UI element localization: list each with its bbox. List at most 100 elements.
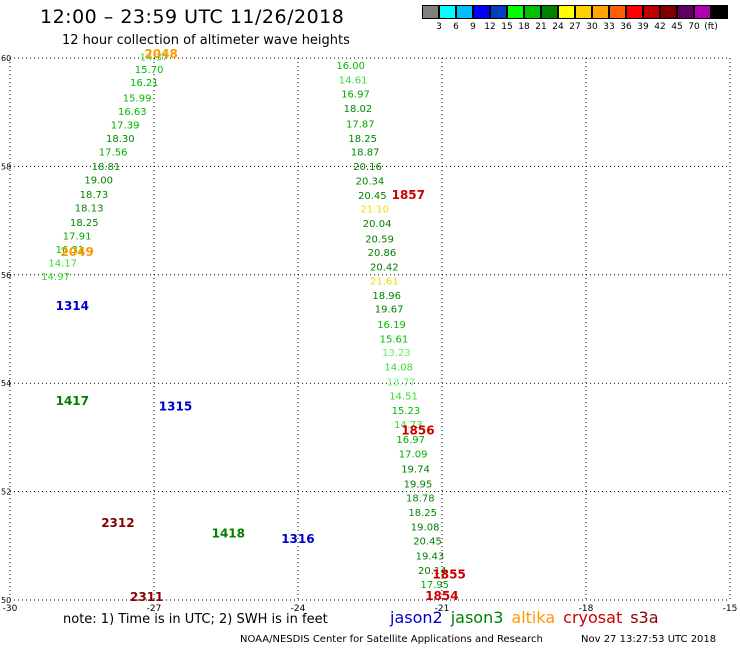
legend-entry: cryosat [563, 608, 623, 627]
wave-height-value: 16.31 [56, 245, 85, 256]
color-swatch [694, 5, 711, 19]
y-tick-label: 60 [1, 54, 11, 63]
wave-height-value: 19.95 [404, 479, 433, 490]
color-scale-label: (ft) [704, 22, 718, 32]
wave-height-value: 18.30 [106, 134, 135, 145]
color-scale-label: 15 [501, 22, 513, 32]
wave-height-value: 14.97 [41, 272, 70, 283]
wave-height-value: 16.00 [336, 61, 365, 72]
wave-height-value: 18.78 [406, 493, 435, 504]
wave-height-value: 19.08 [411, 523, 440, 534]
x-tick-label: -18 [579, 604, 594, 614]
wave-height-value: 18.96 [372, 291, 401, 302]
wave-height-value: 15.99 [123, 93, 152, 104]
y-tick-label: 54 [1, 379, 11, 388]
color-swatch [558, 5, 575, 19]
wave-height-value: 18.25 [408, 508, 437, 519]
credit-line: NOAA/NESDIS Center for Satellite Applica… [240, 634, 543, 645]
wave-height-value: 21.10 [360, 204, 389, 215]
wave-height-value: 17.87 [346, 119, 375, 130]
wave-height-value: 15.23 [392, 406, 421, 417]
track-pass-label: 1417 [56, 394, 89, 408]
wave-height-value: 17.95 [420, 580, 449, 591]
track-pass-label: 1315 [159, 399, 192, 413]
map-title: 12:00 – 23:59 UTC 11/26/2018 [40, 6, 345, 28]
wave-height-value: 20.59 [365, 234, 394, 245]
color-scale-label: 33 [603, 22, 615, 32]
wave-height-value: 19.67 [375, 305, 404, 316]
footer-note: note: 1) Time is in UTC; 2) SWH is in fe… [63, 612, 328, 627]
track-pass-label: 1316 [281, 532, 314, 546]
wave-height-value: 15.61 [380, 335, 409, 346]
wave-height-value: 20.14 [418, 566, 447, 577]
wave-height-value: 16.97 [341, 90, 370, 101]
wave-height-value: 16.97 [396, 435, 425, 446]
color-swatch [660, 5, 677, 19]
x-tick-label: -24 [291, 604, 306, 614]
wave-height-value: 18.73 [80, 190, 109, 201]
track-pass-label: 1314 [56, 299, 89, 313]
track-pass-label: 2049 [60, 245, 93, 259]
color-scale-label: 45 [671, 22, 683, 32]
color-scale-label: 3 [436, 22, 442, 32]
y-tick-label: 52 [1, 488, 11, 497]
wave-height-value: 13.23 [382, 348, 411, 359]
wave-height-value: 20.86 [368, 248, 397, 259]
track-pass-label: 1855 [432, 567, 465, 581]
track-pass-label: 1418 [212, 527, 245, 541]
satellite-legend: jason2 jason3 altika cryosat s3a [390, 608, 667, 627]
color-swatch [626, 5, 643, 19]
color-swatch [541, 5, 558, 19]
color-swatch [592, 5, 609, 19]
wave-height-value: 20.04 [363, 219, 392, 230]
wave-height-value: 19.00 [84, 176, 113, 187]
map-subtitle: 12 hour collection of altimeter wave hei… [62, 33, 350, 48]
wave-height-value: 16.21 [130, 78, 159, 89]
color-scale-label: 27 [569, 22, 581, 32]
color-scale-label: 36 [620, 22, 632, 32]
color-scale-label: 12 [484, 22, 496, 32]
color-swatch [711, 5, 728, 19]
color-swatch [473, 5, 490, 19]
track-pass-label: 2312 [101, 516, 134, 530]
wave-height-value: 20.45 [358, 191, 387, 202]
wave-height-value: 14.51 [389, 391, 418, 402]
color-swatch [456, 5, 473, 19]
y-tick-label: 56 [1, 271, 11, 280]
color-swatch [439, 5, 456, 19]
track-pass-label: 2048 [144, 47, 177, 61]
timestamp: Nov 27 13:27:53 UTC 2018 [581, 634, 717, 645]
wave-height-value: 18.25 [70, 218, 99, 229]
legend-entry: jason3 [450, 608, 504, 627]
x-tick-label: -30 [3, 604, 18, 614]
color-swatch [507, 5, 524, 19]
wave-height-value: 18.25 [348, 134, 377, 145]
track-pass-label: 1854 [425, 589, 458, 603]
wave-height-value: 15.70 [135, 65, 164, 76]
color-scale-label: 6 [453, 22, 459, 32]
color-scale-label: 42 [654, 22, 666, 32]
wave-height-value: 20.42 [370, 262, 399, 273]
track-pass-label: 1856 [401, 424, 434, 438]
wave-height-value: 16.63 [118, 107, 147, 118]
x-tick-label: -15 [723, 604, 738, 614]
wave-height-value: 17.56 [99, 148, 128, 159]
wave-height-value: 14.37 [140, 53, 169, 64]
wave-height-value: 18.81 [92, 162, 121, 173]
wave-height-value: 21.61 [370, 277, 399, 288]
wave-height-value: 20.16 [353, 162, 382, 173]
legend-entry: s3a [630, 608, 659, 627]
x-tick-label: -27 [147, 604, 162, 614]
wave-height-value: 17.09 [399, 449, 428, 460]
track-pass-label: 1857 [392, 188, 425, 202]
wave-height-value: 18.87 [351, 148, 380, 159]
wave-height-value: 19.43 [416, 551, 445, 562]
x-tick-label: -21 [435, 604, 450, 614]
color-swatch [643, 5, 660, 19]
wave-height-value: 20.45 [413, 537, 442, 548]
wave-height-value: 14.61 [339, 75, 368, 86]
wave-height-value: 18.02 [344, 104, 373, 115]
color-scale-label: 21 [535, 22, 547, 32]
wave-height-value: 16.19 [377, 320, 406, 331]
